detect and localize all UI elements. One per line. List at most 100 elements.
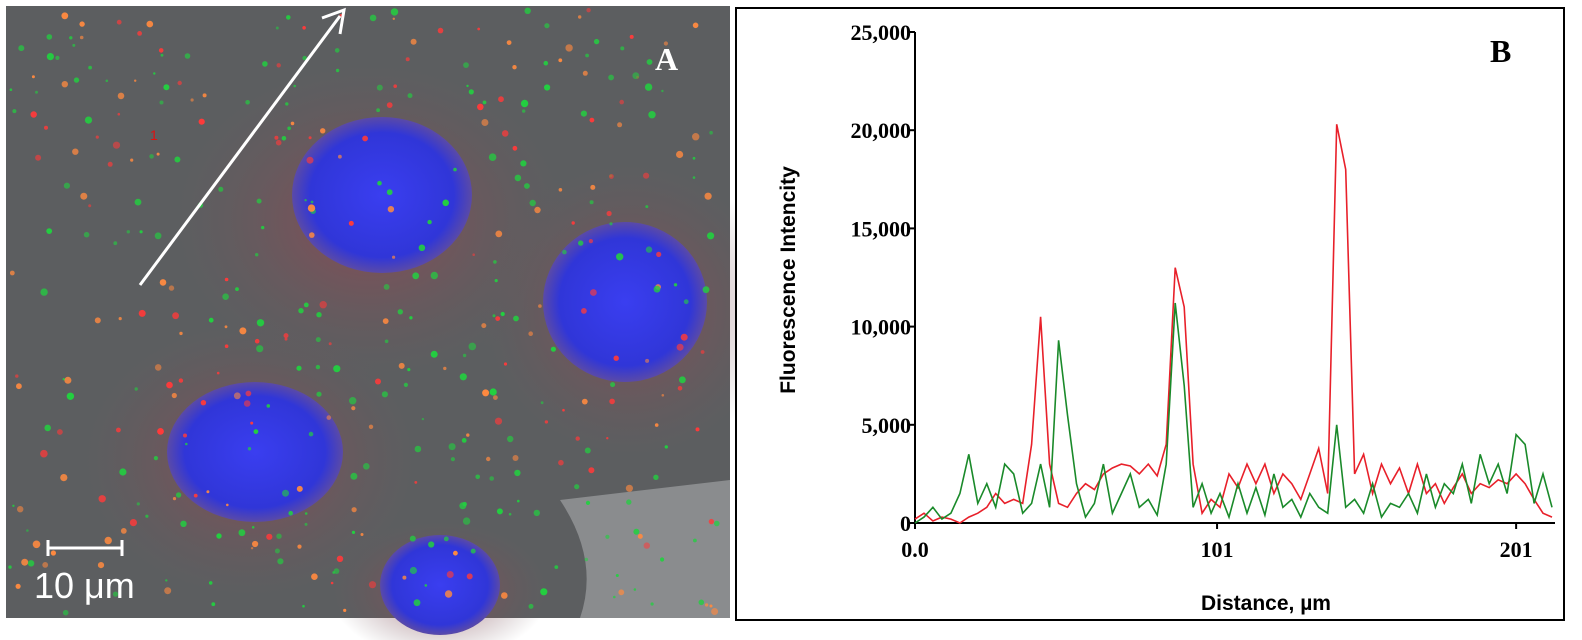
cell-spot [348, 220, 354, 226]
cell-spot [588, 467, 595, 474]
cell-spot [459, 373, 467, 381]
cell-spot [159, 279, 167, 286]
cell-spot [137, 31, 143, 36]
cell-spot [376, 108, 380, 113]
cell-spot [290, 121, 295, 126]
nucleus [380, 535, 500, 635]
cell-spot [83, 231, 90, 238]
cell-spot [288, 510, 294, 516]
cell-spot [646, 59, 653, 65]
cell-spot [619, 99, 624, 105]
cell-spot [285, 102, 289, 106]
cell-spot [554, 565, 559, 569]
cell-spot [486, 456, 491, 462]
cell-spot [171, 392, 177, 399]
cell-spot [386, 189, 393, 196]
cell-spot [117, 92, 125, 100]
cell-spot [334, 48, 340, 53]
cell-spot [677, 386, 683, 391]
cell-spot [97, 562, 105, 569]
cell-spot [175, 492, 182, 498]
cell-spot [584, 557, 589, 562]
cell-spot [421, 417, 425, 421]
cell-spot [206, 490, 210, 494]
cell-spot [501, 130, 509, 137]
cell-spot [407, 93, 413, 99]
cell-spot [468, 89, 474, 95]
cell-spot [216, 533, 222, 539]
cell-spot [477, 27, 481, 31]
cell-spot [172, 312, 180, 320]
cell-spot [256, 319, 265, 327]
cell-spot [489, 388, 497, 396]
cell-spot [462, 353, 467, 358]
cell-spot [27, 560, 35, 567]
cell-spot [466, 433, 470, 437]
cell-spot [256, 345, 264, 353]
cell-spot [308, 431, 314, 437]
cell-spot [617, 122, 623, 128]
cell-spot [153, 72, 156, 75]
cell-spot [165, 579, 168, 582]
cell-spot [393, 84, 398, 88]
cell-spot [198, 118, 205, 125]
cell-spot [112, 591, 119, 597]
cell-spot [343, 608, 347, 613]
cell-spot [304, 512, 308, 515]
cell-spot [145, 514, 149, 518]
cell-spot [302, 55, 307, 61]
cell-spot [575, 436, 580, 441]
cell-spot [252, 540, 259, 548]
cell-spot [62, 378, 65, 381]
cell-spot [704, 192, 712, 200]
cell-spot [335, 68, 340, 73]
cell-spot [520, 99, 529, 108]
cell-spot [466, 573, 473, 580]
cell-spot [134, 198, 142, 206]
cell-spot [609, 174, 614, 179]
data-line [914, 302, 1553, 524]
cell-spot [72, 148, 79, 155]
cell-spot [653, 474, 659, 480]
cell-spot [211, 602, 216, 607]
cell-spot [31, 75, 35, 79]
cell-spot [676, 150, 684, 159]
cell-spot [200, 400, 207, 406]
cell-spot [707, 232, 715, 240]
cell-spot [466, 84, 469, 88]
cell-spot [287, 126, 291, 131]
cell-spot [88, 65, 92, 70]
cell-spot [261, 225, 265, 230]
bright-region [560, 480, 730, 618]
cell-spot [492, 314, 496, 318]
cell-spot [392, 255, 396, 259]
cell-spot [562, 408, 565, 412]
cell-spot [333, 365, 341, 373]
cell-spot [238, 529, 246, 537]
cell-spot [119, 468, 127, 476]
cell-spot [159, 100, 164, 105]
chart-frame [735, 7, 1565, 621]
cell-spot [202, 93, 207, 98]
cell-spot [160, 53, 164, 57]
cell-spot [538, 304, 542, 308]
cell-spot [250, 421, 254, 425]
cell-spot [274, 548, 280, 554]
cell-spot [402, 575, 407, 580]
cell-spot [368, 581, 377, 589]
cell-spot [489, 476, 495, 481]
cell-spot [46, 53, 55, 61]
cell-spot [496, 508, 503, 515]
cell-spot [524, 7, 531, 14]
cell-spot [384, 339, 389, 344]
cell-spot [482, 389, 490, 397]
cell-spot [158, 48, 164, 53]
y-tick-label: 0 [900, 511, 911, 536]
cell-spot [98, 495, 106, 503]
cell-spot [146, 20, 154, 28]
cell-spot [129, 519, 137, 527]
cell-spot [154, 364, 162, 371]
cell-spot [26, 529, 29, 532]
cell-spot [298, 308, 304, 314]
